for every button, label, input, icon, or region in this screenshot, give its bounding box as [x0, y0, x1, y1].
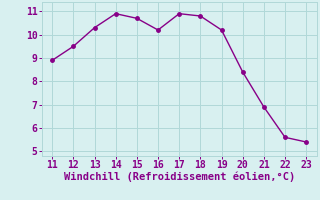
X-axis label: Windchill (Refroidissement éolien,°C): Windchill (Refroidissement éolien,°C) — [64, 172, 295, 182]
